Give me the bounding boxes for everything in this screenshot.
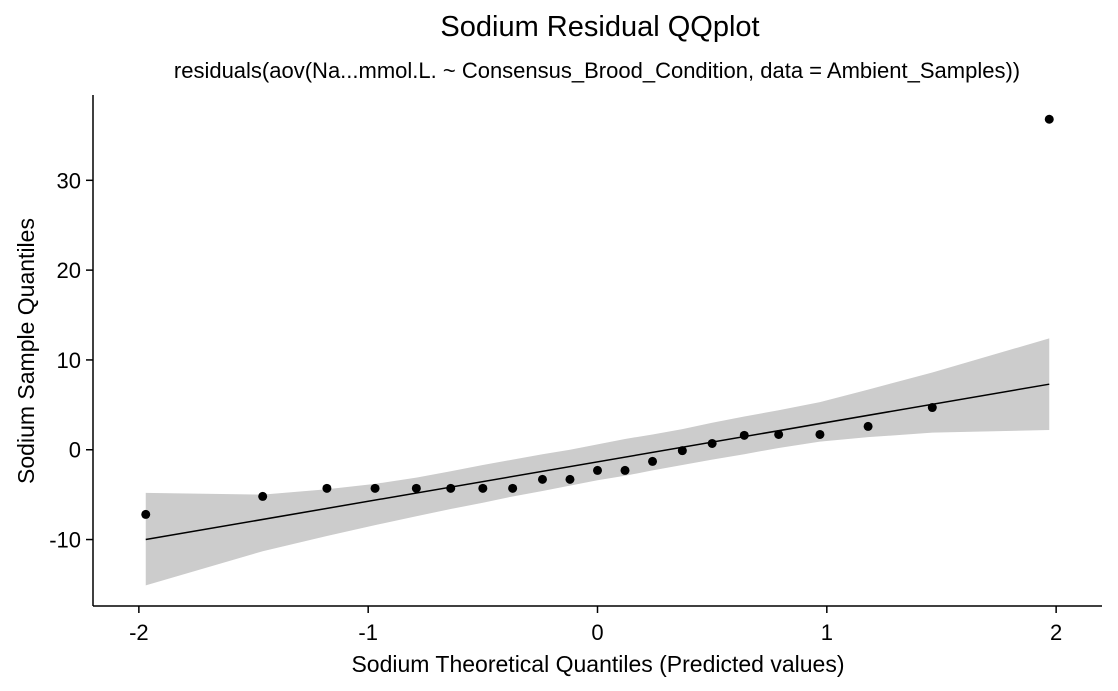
data-point: [774, 429, 784, 439]
data-point: [1044, 114, 1054, 124]
y-ticks: -10 0 10 20 30: [49, 168, 93, 553]
data-point: [537, 474, 547, 484]
x-ticks: -2 -1 0 1 2: [129, 606, 1062, 645]
data-point: [739, 430, 749, 440]
y-tick-label: 0: [69, 438, 81, 463]
data-point: [815, 429, 825, 439]
x-tick-label: 1: [821, 620, 833, 645]
data-point: [141, 509, 151, 519]
data-point: [478, 483, 488, 493]
data-point: [593, 465, 602, 475]
y-tick-label: 30: [57, 168, 81, 193]
y-tick-label: 20: [57, 258, 81, 283]
data-point: [863, 421, 873, 431]
data-point: [446, 483, 456, 493]
data-point: [370, 483, 380, 493]
data-point: [411, 483, 421, 493]
reference-line-layer: [145, 383, 1050, 541]
data-point: [707, 438, 717, 448]
data-point: [508, 483, 518, 493]
qq-reference-line: [145, 383, 1050, 541]
data-point: [677, 446, 687, 456]
x-tick-label: 0: [591, 620, 603, 645]
y-axis-title: Sodium Sample Quantiles: [13, 218, 39, 484]
data-point: [648, 456, 658, 466]
chart-title: Sodium Residual QQplot: [440, 11, 759, 43]
data-point: [322, 483, 332, 493]
y-tick-label: 10: [57, 348, 81, 373]
x-tick-label: -2: [129, 620, 149, 645]
chart-subtitle: residuals(aov(Na...mmol.L. ~ Consensus_B…: [174, 58, 1020, 83]
x-axis-title: Sodium Theoretical Quantiles (Predicted …: [351, 651, 844, 677]
data-point: [927, 403, 937, 413]
x-tick-label: -1: [358, 620, 378, 645]
x-tick-label: 2: [1050, 620, 1062, 645]
data-point: [565, 474, 575, 484]
points-layer: [141, 114, 1054, 519]
y-tick-label: -10: [49, 528, 81, 553]
data-point: [258, 491, 268, 501]
data-point: [620, 465, 630, 475]
